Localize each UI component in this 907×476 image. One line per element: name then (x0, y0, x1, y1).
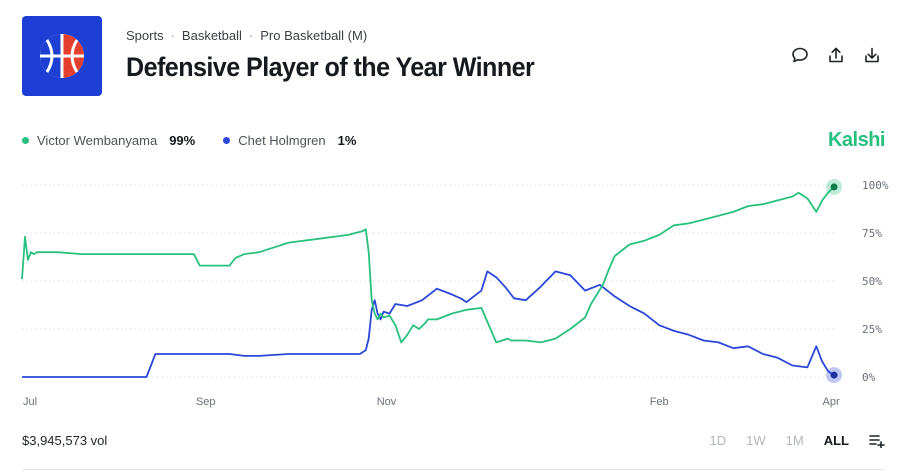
divider (22, 469, 885, 470)
legend-dot-wembanyama (22, 137, 29, 144)
x-tick-label: Apr (823, 396, 840, 408)
breadcrumb-separator: · (248, 28, 254, 43)
legend-item-holmgren[interactable]: Chet Holmgren 1% (223, 133, 356, 148)
y-tick-label: 75% (862, 227, 882, 240)
x-tick-label: Jul (23, 396, 37, 408)
end-marker (830, 183, 838, 191)
chart-legend: Victor Wembanyama 99% Chet Holmgren 1% (22, 133, 356, 148)
legend-item-wembanyama[interactable]: Victor Wembanyama 99% (22, 133, 195, 148)
volume-label: $3,945,573 vol (22, 433, 108, 448)
x-tick-label: Nov (377, 396, 397, 408)
basketball-icon (40, 34, 84, 78)
legend-dot-holmgren (223, 137, 231, 144)
series-line-holmgren[interactable] (22, 270, 835, 378)
range-selector: 1D 1W 1M ALL (709, 433, 885, 449)
range-all[interactable]: ALL (823, 433, 849, 448)
legend-pct: 99% (169, 133, 196, 148)
breadcrumb-separator: · (170, 28, 175, 43)
range-1w[interactable]: 1W (746, 433, 766, 448)
breadcrumb-basketball[interactable]: Basketball (181, 28, 242, 43)
end-marker (830, 371, 838, 379)
kalshi-logo: Kalshi (827, 129, 886, 151)
y-tick-label: 25% (862, 323, 882, 336)
range-1m[interactable]: 1M (785, 433, 804, 448)
price-chart[interactable]: 100% 75% 50% 25% 0% Jul Sep Nov Feb Apr (0, 0, 907, 420)
legend-name: Victor Wembanyama (37, 133, 158, 148)
y-tick-label: 0% (862, 371, 876, 384)
share-icon[interactable] (827, 46, 845, 64)
download-icon[interactable] (863, 46, 881, 64)
x-tick-label: Feb (650, 396, 669, 408)
y-tick-label: 100% (862, 179, 889, 192)
breadcrumb: Sports · Basketball · Pro Basketball (M) (126, 28, 367, 43)
menu-add-icon[interactable] (869, 434, 885, 449)
legend-pct: 1% (337, 133, 357, 148)
breadcrumb-pro-basketball[interactable]: Pro Basketball (M) (260, 28, 368, 43)
page-title: Defensive Player of the Year Winner (126, 52, 535, 82)
legend-name: Chet Holmgren (238, 133, 326, 148)
comment-icon[interactable] (791, 46, 809, 64)
header-actions (791, 46, 881, 64)
y-tick-label: 50% (862, 275, 882, 288)
breadcrumb-sports[interactable]: Sports (126, 28, 164, 43)
market-logo (22, 16, 102, 96)
series-line-wembanyama[interactable] (21, 186, 835, 344)
x-tick-label: Sep (196, 396, 216, 408)
range-1d[interactable]: 1D (709, 433, 727, 448)
